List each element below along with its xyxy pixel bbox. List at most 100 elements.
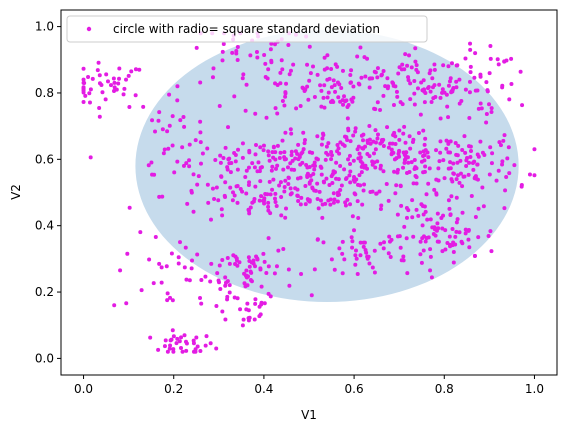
scatter-point (252, 197, 257, 202)
scatter-point (532, 147, 537, 152)
scatter-point (321, 240, 326, 245)
scatter-point (312, 160, 317, 165)
scatter-point (485, 89, 490, 94)
scatter-point (97, 73, 102, 78)
scatter-point (124, 301, 129, 306)
scatter-point (469, 149, 473, 153)
scatter-point (454, 79, 459, 84)
scatter-point (337, 246, 342, 251)
scatter-point (532, 173, 537, 178)
scatter-point (269, 168, 274, 173)
scatter-point (230, 198, 235, 203)
scatter-point (385, 76, 390, 81)
scatter-point (266, 153, 271, 158)
scatter-point (283, 94, 288, 99)
scatter-point (454, 195, 459, 200)
scatter-point (332, 197, 337, 202)
scatter-point (315, 72, 320, 77)
scatter-point (475, 152, 480, 157)
scatter-point (198, 161, 203, 166)
scatter-point (282, 103, 287, 108)
scatter-point (153, 234, 158, 239)
scatter-point (244, 82, 249, 87)
scatter-point (416, 213, 421, 218)
scatter-point (266, 236, 271, 241)
y-axis-label: V2 (9, 184, 23, 200)
scatter-point (225, 167, 230, 172)
scatter-point (273, 166, 278, 171)
scatter-point (269, 41, 274, 46)
scatter-point (218, 286, 223, 291)
scatter-point (418, 112, 423, 117)
scatter-point (222, 193, 227, 198)
scatter-point (248, 269, 253, 274)
scatter-point (231, 253, 236, 258)
scatter-point (339, 86, 344, 91)
scatter-point (335, 143, 340, 148)
scatter-point (274, 264, 279, 269)
scatter-point (346, 102, 351, 107)
scatter-point (257, 198, 262, 203)
scatter-point (345, 197, 350, 202)
scatter-point (440, 249, 445, 254)
scatter-point (468, 47, 473, 52)
scatter-point (404, 215, 409, 220)
scatter-point (153, 129, 158, 134)
scatter-point (286, 267, 291, 272)
scatter-point (421, 212, 426, 217)
scatter-point (287, 283, 292, 288)
scatter-point (496, 168, 501, 173)
scatter-point (519, 184, 524, 189)
scatter-point (335, 80, 340, 85)
scatter-point (214, 304, 219, 309)
scatter-point (312, 167, 317, 172)
scatter-point (405, 271, 410, 276)
scatter-point (165, 129, 170, 134)
scatter-point (266, 204, 271, 209)
scatter-point (219, 207, 224, 212)
y-tick-label: 0.4 (35, 219, 54, 233)
scatter-point (375, 100, 380, 105)
scatter-point (401, 254, 406, 259)
scatter-point (278, 70, 283, 75)
scatter-point (415, 70, 420, 75)
scatter-point (249, 279, 254, 284)
scatter-point (458, 158, 463, 163)
scatter-point (133, 93, 138, 98)
scatter-point (397, 128, 402, 133)
scatter-point (347, 153, 352, 158)
scatter-point (88, 155, 93, 160)
scatter-point (406, 78, 411, 83)
scatter-point (274, 203, 279, 208)
scatter-point (426, 155, 431, 160)
scatter-point (275, 111, 280, 116)
scatter-point (100, 90, 105, 95)
scatter-point (315, 134, 320, 139)
scatter-point (319, 142, 324, 147)
scatter-point (343, 135, 348, 139)
scatter-point (299, 272, 304, 277)
scatter-point (425, 217, 430, 222)
scatter-point (370, 265, 375, 270)
scatter-point (427, 166, 432, 171)
scatter-point (361, 244, 366, 249)
axes-frame (60, 9, 558, 376)
scatter-point (146, 163, 151, 168)
scatter-point (124, 77, 129, 82)
scatter-point (243, 284, 248, 289)
scatter-point (165, 291, 170, 296)
scatter-point (470, 161, 475, 166)
scatter-point (220, 309, 225, 314)
x-tick-label: 1.0 (525, 382, 544, 396)
scatter-point (179, 335, 184, 340)
scatter-point (240, 76, 245, 81)
scatter-point (463, 150, 468, 155)
scatter-point (326, 90, 331, 95)
scatter-point (348, 180, 353, 185)
scatter-point (208, 279, 213, 284)
scatter-point (505, 156, 510, 161)
scatter-point (312, 267, 317, 272)
scatter-point (394, 156, 399, 161)
scatter-point (238, 187, 243, 192)
scatter-point (247, 264, 252, 269)
